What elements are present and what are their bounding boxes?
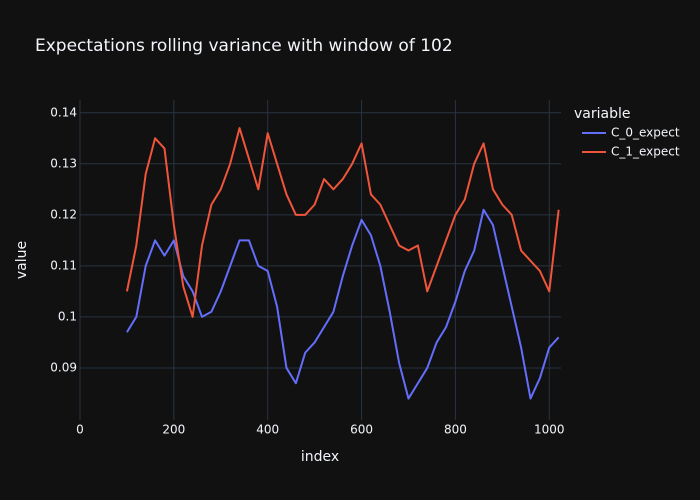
line-series	[125, 127, 560, 318]
grid	[79, 100, 561, 420]
plot-area	[125, 127, 560, 400]
legend-title: variable	[574, 106, 630, 122]
y-tick-label: 0.11	[50, 258, 77, 272]
x-tick-label: 800	[444, 423, 467, 437]
x-tick-label: 600	[350, 423, 373, 437]
y-tick-label: 0.09	[50, 360, 77, 374]
legend-label: C_1_expect	[611, 145, 680, 159]
x-tick-label: 0	[76, 423, 84, 437]
y-tick-label: 0.14	[50, 105, 77, 119]
x-tick-label: 400	[256, 423, 279, 437]
x-tick-label: 1000	[534, 423, 565, 437]
line-series	[126, 208, 560, 400]
y-tick-label: 0.1	[58, 309, 77, 323]
chart-title: Expectations rolling variance with windo…	[35, 36, 453, 56]
x-tick-label: 200	[162, 423, 185, 437]
x-axis-title: index	[301, 449, 339, 465]
legend: C_0_expect C_1_expect	[582, 126, 680, 159]
y-tick-label: 0.12	[50, 207, 77, 221]
legend-label: C_0_expect	[611, 126, 680, 140]
y-tick-label: 0.13	[50, 156, 77, 170]
y-axis-title: value	[14, 241, 30, 279]
